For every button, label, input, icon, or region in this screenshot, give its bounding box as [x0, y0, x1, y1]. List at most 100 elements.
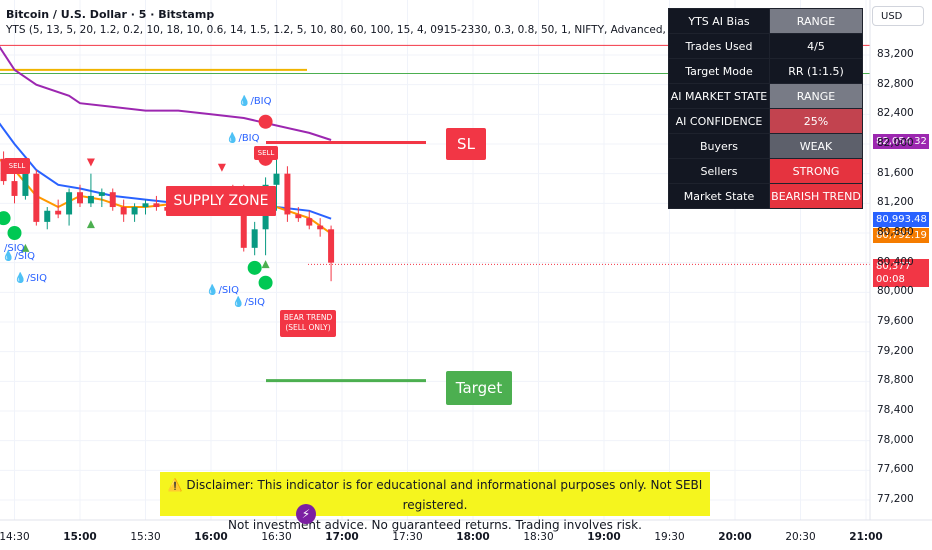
time-tick-label: 18:00 [456, 531, 490, 543]
droplet-icon: 💧 [14, 273, 27, 284]
price-tick-label: 83,200 [877, 48, 914, 60]
price-tick-label: 78,400 [877, 404, 914, 416]
signal-dot [0, 211, 11, 226]
buy-triangle [86, 220, 95, 229]
time-tick-label: 20:30 [785, 531, 816, 543]
moving-average-line [0, 45, 332, 141]
last-price-label: 80,377 00:08 [873, 259, 929, 287]
time-tick-label: 19:30 [654, 531, 685, 543]
status-value: RR (1:1.5) [769, 58, 863, 84]
siq-text: /SIQ [218, 285, 239, 296]
indicator-settings[interactable]: YTS (5, 13, 5, 20, 1.2, 0.2, 10, 18, 10,… [6, 24, 680, 36]
signal-dot [258, 114, 273, 129]
status-row: AI CONFIDENCE 25% [668, 108, 863, 134]
time-tick-label: 15:00 [63, 531, 97, 543]
price-tick-label: 78,000 [877, 433, 914, 446]
price-tick-label: 82,400 [877, 107, 914, 120]
candlesticks [0, 151, 335, 282]
candle-body [131, 207, 138, 215]
target-label: Target [446, 371, 512, 405]
time-tick-label: 16:00 [194, 531, 228, 543]
buy-triangle [261, 260, 270, 269]
price-tick-label: 82,800 [877, 77, 914, 90]
disclaimer-line-1: ⚠️ Disclaimer: This indicator is for edu… [167, 478, 703, 512]
biq-signal: 💧/BIQ [226, 133, 260, 144]
price-tick-label: 79,600 [877, 315, 914, 327]
status-key: Trades Used [668, 33, 770, 59]
signal-dot [247, 260, 262, 275]
droplet-icon: 💧 [206, 285, 219, 296]
time-tick-label: 17:30 [392, 531, 423, 543]
status-key: YTS AI Bias [668, 8, 770, 34]
signal-dot [258, 275, 273, 290]
status-key: Buyers [668, 133, 770, 159]
tradingview-logo-icon[interactable]: ⚡ [296, 504, 316, 524]
time-tick-label: 18:30 [523, 531, 554, 543]
sell-signal-label: SELL [254, 146, 278, 160]
price-tick-label: 81,200 [877, 196, 914, 209]
candle-body [153, 203, 160, 208]
status-key: AI CONFIDENCE [668, 108, 770, 134]
status-value: STRONG [769, 158, 863, 184]
signal-dot [7, 226, 22, 240]
biq-signal: 💧/BIQ [238, 96, 272, 107]
bar-countdown: 00:08 [876, 274, 905, 285]
candle-body [109, 192, 116, 208]
bear-trend-line-2: (SELL ONLY) [285, 322, 331, 332]
candle-body [251, 229, 258, 248]
stop-loss-label: SL [446, 128, 486, 160]
status-row: Trades Used 4/5 [668, 33, 863, 59]
status-value: 25% [769, 108, 863, 134]
candle-body [55, 210, 62, 215]
candle-body [142, 203, 149, 208]
candle-body [328, 229, 335, 263]
ma-purple-price-label: 82,054.32 [873, 134, 929, 149]
currency-selector[interactable]: USD [872, 6, 924, 26]
status-row: Sellers STRONG [668, 158, 863, 184]
siq-signal: 💧/SIQ [14, 273, 47, 284]
signal-markers [0, 114, 273, 290]
candle-body [98, 192, 105, 196]
time-tick-label: 16:30 [261, 531, 292, 543]
time-tick-label: 21:00 [849, 531, 883, 543]
candle-body [22, 173, 29, 196]
candle-body [273, 173, 280, 185]
time-tick-label: 14:30 [0, 531, 30, 543]
price-tick-label: 82,000 [877, 137, 914, 149]
candle-body [0, 158, 7, 182]
siq-signal: 💧/SIQ [2, 251, 35, 262]
droplet-icon: 💧 [2, 251, 15, 262]
buy-triangle [21, 243, 30, 252]
droplet-icon: 💧 [226, 133, 239, 144]
sell-triangle [217, 163, 226, 172]
siq-signal: 💧/SIQ [206, 285, 239, 296]
status-row: YTS AI Bias RANGE [668, 8, 863, 34]
time-tick-label: 20:00 [718, 531, 752, 543]
status-row: Market State BEARISH TREND [668, 183, 863, 209]
symbol-title[interactable]: Bitcoin / U.S. Dollar · 5 · Bitstamp [6, 8, 215, 21]
status-row: AI MARKET STATE RANGE [668, 83, 863, 109]
bear-trend-line-1: BEAR TREND [283, 313, 333, 322]
price-tick-label: 77,200 [877, 493, 914, 505]
time-tick-label: 17:00 [325, 531, 359, 543]
time-tick-label: 15:30 [130, 531, 161, 543]
price-tick-label: 78,800 [877, 374, 914, 387]
time-tick-label: 19:00 [587, 531, 621, 543]
candle-body [240, 207, 247, 248]
status-value: RANGE [769, 83, 863, 109]
siq-text: /SIQ [26, 273, 47, 284]
siq-text: /SIQ [244, 297, 265, 308]
candle-body [87, 195, 94, 204]
candle-body [33, 173, 40, 222]
bear-trend-label: BEAR TREND (SELL ONLY) [280, 310, 336, 337]
siq-text: /SIQ [14, 251, 35, 262]
status-row: Buyers WEAK [668, 133, 863, 159]
price-tick-label: 80,400 [877, 255, 914, 268]
status-row: Target Mode RR (1:1.5) [668, 58, 863, 84]
status-key: Target Mode [668, 58, 770, 84]
candle-body [44, 210, 51, 222]
candle-body [120, 207, 127, 215]
price-tick-label: 81,600 [877, 166, 914, 179]
supply-zone-label: SUPPLY ZONE [166, 186, 276, 216]
